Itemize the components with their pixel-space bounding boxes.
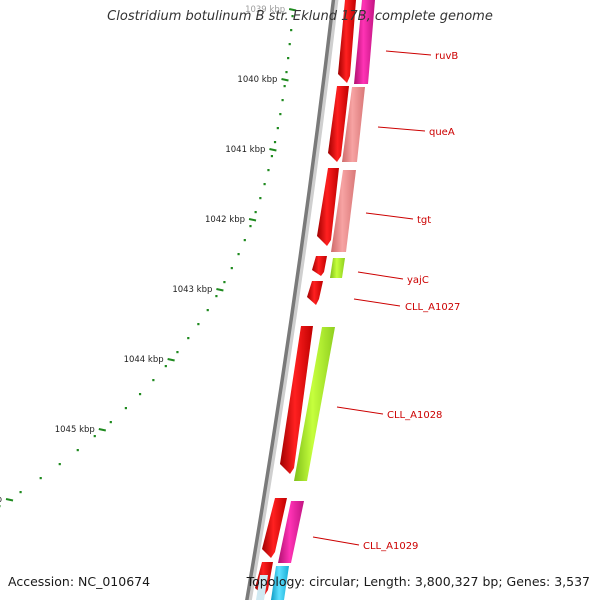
ruler-dot xyxy=(288,43,291,46)
ruler-dot xyxy=(138,393,142,396)
ruler-dot xyxy=(254,211,257,214)
leader-line-CLL_A1027 xyxy=(353,298,401,307)
ruler-dot xyxy=(124,407,127,410)
ruler-tick xyxy=(281,78,289,82)
ruler-dot xyxy=(270,155,274,158)
ruler-tick-label: 1041 kbp xyxy=(225,145,265,155)
ruler: 1039 kbp 1040 kbp 1041 kbp 1042 kbp 1043 kbp… xyxy=(0,5,297,508)
ruler-dot xyxy=(283,85,286,88)
ruler-tick-label: 1044 kbp xyxy=(124,355,164,365)
ruler-dot xyxy=(291,15,294,18)
leader-line-yajC xyxy=(357,271,404,280)
gene-bars xyxy=(256,0,375,600)
ruler-dot xyxy=(197,323,200,326)
ruler-tick xyxy=(269,148,277,152)
ruler-dot xyxy=(263,183,266,186)
gene-label-tgt[interactable]: tgt xyxy=(417,215,431,226)
gene-label-yajC[interactable]: yajC xyxy=(407,275,429,286)
ruler-dot xyxy=(276,127,279,130)
ruler-tick xyxy=(248,218,257,222)
cds-arrow xyxy=(338,0,356,83)
ruler-dot xyxy=(58,463,61,466)
gene-bar-CLL_A1029 xyxy=(278,501,304,563)
ruler-dot xyxy=(215,295,218,298)
genome-summary-text: Topology: circular; Length: 3,800,327 bp… xyxy=(246,574,590,589)
ruler-tick-label: 1042 kbp xyxy=(205,215,245,225)
ruler-tick-label: 1045 kbp xyxy=(55,425,95,435)
ruler-dot xyxy=(93,435,96,438)
ruler-tick-label: 1043 kbp xyxy=(172,285,212,295)
leader-line-tgt xyxy=(365,212,414,220)
accession-text: Accession: NC_010674 xyxy=(8,574,151,589)
ruler-dot xyxy=(237,253,240,256)
ruler-tick xyxy=(167,358,175,362)
gene-labels: ruvB queA tgt yajC CLL_A1027 CLL_A1028 C… xyxy=(312,50,460,552)
ruler-dot xyxy=(176,351,179,354)
backbone xyxy=(245,0,336,600)
ruler-dot xyxy=(273,141,277,144)
cds-arrow xyxy=(307,281,323,305)
ruler-dot xyxy=(187,337,190,340)
cds-arrow xyxy=(317,168,339,246)
ruler-dot xyxy=(285,71,288,74)
ruler-dot xyxy=(19,491,22,494)
ruler-dot xyxy=(243,239,246,242)
cds-arrow xyxy=(312,256,327,276)
backbone-shadow xyxy=(245,0,339,600)
ruler-tick-label: 1046 kbp xyxy=(0,495,2,505)
gene-bar-bottom xyxy=(271,566,289,600)
ruler-dot xyxy=(76,449,79,452)
ruler-dot xyxy=(267,169,270,172)
gene-bar-CLL_A1028 xyxy=(294,327,335,481)
ruler-dot xyxy=(249,225,252,228)
leader-line-ruvB xyxy=(385,50,432,56)
ruler-dot xyxy=(164,365,167,368)
gene-bar-bottom-light xyxy=(256,575,268,600)
ruler-tick-label: 1040 kbp xyxy=(237,75,277,85)
ruler-tick xyxy=(5,498,14,502)
ruler-dot xyxy=(230,267,233,270)
leader-line-CLL_A1029 xyxy=(312,536,360,546)
ruler-dot xyxy=(279,113,282,116)
ruler-tick-label: 1039 kbp xyxy=(245,5,285,15)
gene-label-CLL_A1029[interactable]: CLL_A1029 xyxy=(363,541,418,552)
ruler-tick xyxy=(98,428,107,432)
gene-bar-yajC xyxy=(330,258,345,278)
map-title: Clostridium botulinum B str. Eklund 17B,… xyxy=(107,9,493,24)
gene-bar-ruvB xyxy=(354,0,375,84)
ruler-tick xyxy=(288,8,297,12)
cds-arrow xyxy=(280,326,313,474)
gene-label-ruvB[interactable]: ruvB xyxy=(435,51,458,62)
forward-strand xyxy=(255,0,356,596)
ruler-dot xyxy=(290,29,293,32)
cds-arrow xyxy=(262,498,287,558)
ruler-dot xyxy=(109,421,112,424)
ruler-dot xyxy=(287,57,290,60)
ruler-dot xyxy=(259,197,262,200)
cds-arrow xyxy=(328,86,349,162)
gene-label-CLL_A1028[interactable]: CLL_A1028 xyxy=(387,410,442,421)
ruler-dot xyxy=(206,309,209,312)
ruler-dot xyxy=(281,99,284,102)
leader-line-CLL_A1028 xyxy=(336,406,384,415)
ruler-dot xyxy=(152,379,155,382)
gene-label-CLL_A1027[interactable]: CLL_A1027 xyxy=(405,302,460,313)
ruler-tick xyxy=(216,288,224,292)
ruler-dot xyxy=(39,477,42,480)
leader-line-queA xyxy=(377,126,426,132)
gene-bar-tgt xyxy=(331,170,356,252)
gene-label-queA[interactable]: queA xyxy=(429,127,455,138)
gene-bar-queA xyxy=(342,87,365,162)
ruler-dot xyxy=(223,281,226,284)
